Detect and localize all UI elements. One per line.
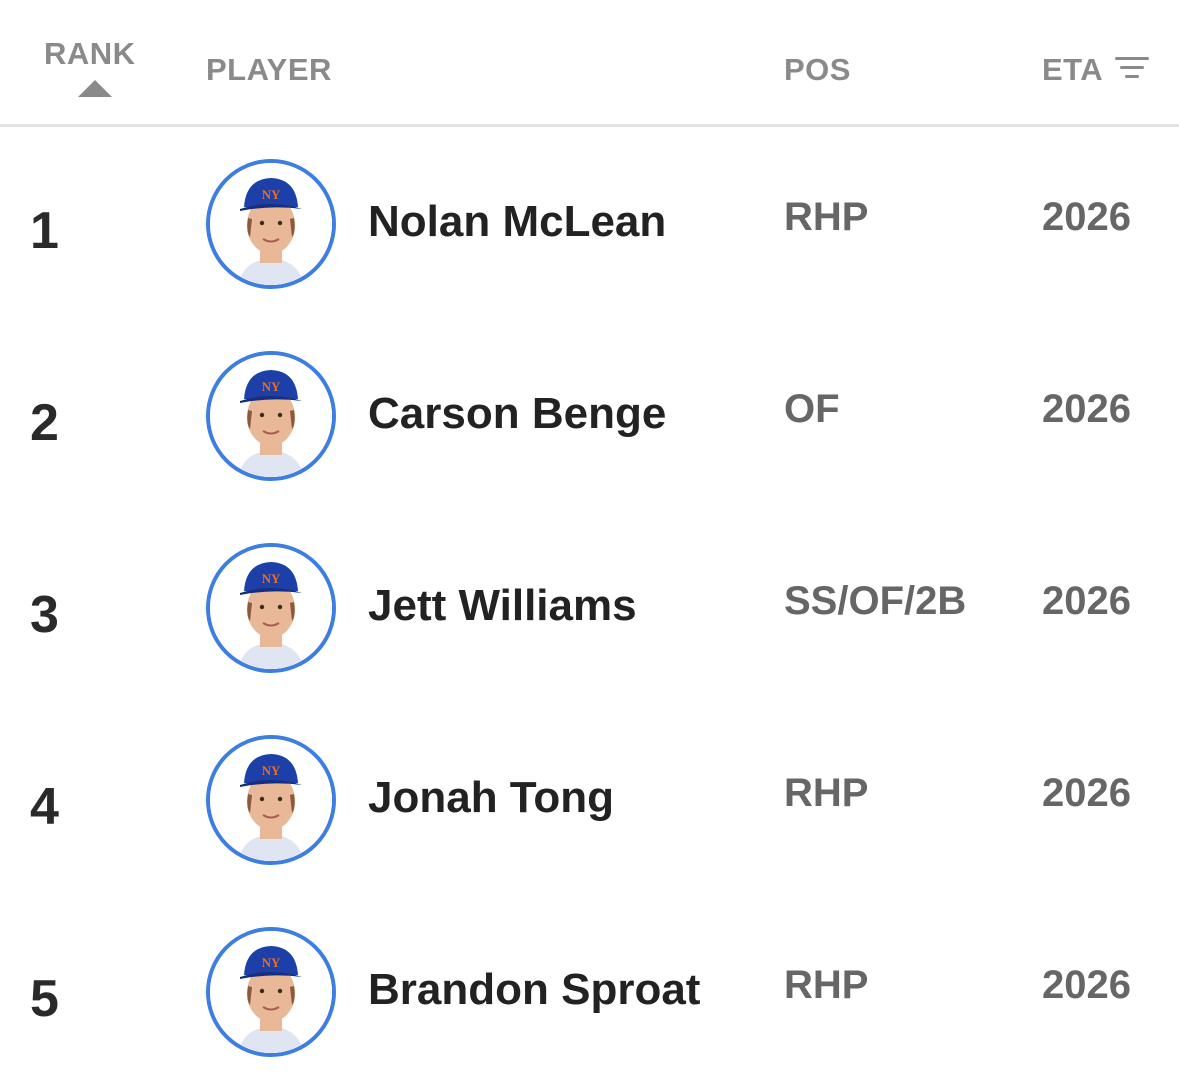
player-avatar: NY	[206, 543, 336, 673]
table-row[interactable]: 1 NY Nolan McLean RHP 2026	[0, 127, 1179, 319]
rank-value: 2	[30, 394, 59, 452]
player-photo-icon: NY	[210, 739, 332, 861]
rank-value: 1	[30, 202, 59, 260]
sort-ascending-icon[interactable]	[78, 80, 112, 97]
table-row[interactable]: 3 NY Jett Williams SS/OF/2B 2026	[0, 511, 1179, 703]
table-row[interactable]: 2 NY Carson Benge OF 2026	[0, 319, 1179, 511]
player-eta: 2026	[1042, 195, 1131, 239]
player-eta: 2026	[1042, 771, 1131, 815]
filter-icon[interactable]	[1115, 56, 1151, 80]
player-name[interactable]: Carson Benge	[368, 389, 667, 438]
player-column-header[interactable]: PLAYER	[206, 52, 332, 87]
player-avatar: NY	[206, 927, 336, 1057]
player-position: RHP	[784, 963, 869, 1007]
player-photo-icon: NY	[210, 931, 332, 1053]
player-name[interactable]: Nolan McLean	[368, 197, 667, 246]
eta-column-header[interactable]: ETA	[1042, 52, 1104, 87]
player-position: SS/OF/2B	[784, 579, 967, 623]
svg-text:NY: NY	[262, 187, 281, 202]
player-photo-icon: NY	[210, 355, 332, 477]
player-position: RHP	[784, 771, 869, 815]
player-name[interactable]: Jett Williams	[368, 581, 637, 630]
pos-column-header[interactable]: POS	[784, 52, 851, 87]
player-avatar: NY	[206, 735, 336, 865]
player-position: OF	[784, 387, 840, 431]
table-header: RANK PLAYER POS ETA	[0, 0, 1179, 127]
player-photo-icon: NY	[210, 163, 332, 285]
player-eta: 2026	[1042, 579, 1131, 623]
rank-value: 5	[30, 970, 59, 1028]
rank-column-header[interactable]: RANK	[44, 36, 136, 71]
player-avatar: NY	[206, 351, 336, 481]
player-eta: 2026	[1042, 387, 1131, 431]
svg-text:NY: NY	[262, 763, 281, 778]
table-row[interactable]: 4 NY Jonah Tong RHP 2026	[0, 703, 1179, 895]
player-name[interactable]: Brandon Sproat	[368, 965, 701, 1014]
rank-value: 3	[30, 586, 59, 644]
player-photo-icon: NY	[210, 547, 332, 669]
table-row[interactable]: 5 NY Brandon Sproat RHP 2026	[0, 895, 1179, 1087]
player-name[interactable]: Jonah Tong	[368, 773, 615, 822]
svg-text:NY: NY	[262, 571, 281, 586]
player-eta: 2026	[1042, 963, 1131, 1007]
player-avatar: NY	[206, 159, 336, 289]
svg-text:NY: NY	[262, 955, 281, 970]
svg-text:NY: NY	[262, 379, 281, 394]
player-position: RHP	[784, 195, 869, 239]
rank-value: 4	[30, 778, 59, 836]
